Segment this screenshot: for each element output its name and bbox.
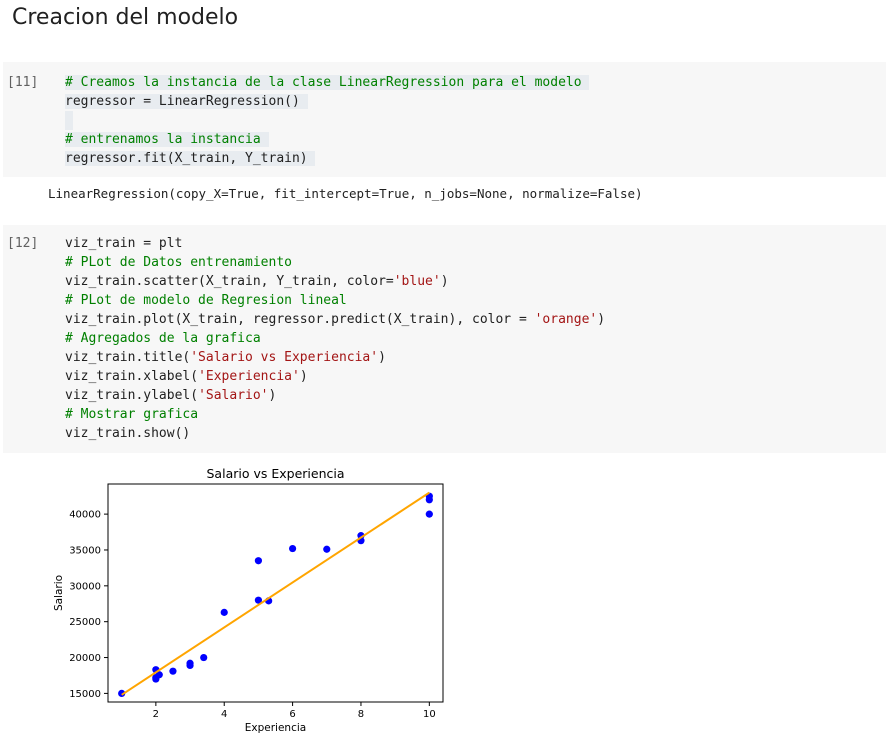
x-axis-label: Experiencia <box>245 722 306 734</box>
plot-output: Salario vs Experiencia 2 4 6 8 10 15000 20000 25… <box>50 462 450 742</box>
x-tick-label: 6 <box>289 709 295 720</box>
x-tick-label: 4 <box>221 709 227 720</box>
code-line: regressor = LinearRegression() <box>65 94 308 109</box>
cell-output: LinearRegression(copy_X=True, fit_interc… <box>48 186 643 201</box>
code-line: # PLot de modelo de Regresion lineal <box>65 293 347 308</box>
data-point <box>425 510 433 518</box>
data-point <box>186 661 194 670</box>
code-line: regressor.fit(X_train, Y_train) <box>65 151 316 166</box>
code-line: viz_train.ylabel('Salario') <box>65 388 277 403</box>
data-point <box>254 557 263 565</box>
data-point <box>425 496 433 504</box>
data-point <box>155 671 163 679</box>
cell-code[interactable]: # Creamos la instancia de la clase Linea… <box>65 73 590 168</box>
code-cell-11[interactable]: [11] # Creamos la instancia de la clase … <box>3 62 886 177</box>
cell-code[interactable]: viz_train = plt # PLot de Datos entrenami… <box>65 234 605 443</box>
code-line: viz_train.xlabel('Experiencia') <box>65 369 308 384</box>
data-point <box>169 667 177 675</box>
y-tick-label: 25000 <box>69 617 101 628</box>
code-line: viz_train.scatter(X_train, Y_train, colo… <box>65 274 449 289</box>
chart-title: Salario vs Experiencia <box>207 466 345 481</box>
x-tick-label: 8 <box>358 709 364 720</box>
code-line: # entrenamos la instancia <box>65 132 269 147</box>
data-point <box>220 608 228 616</box>
code-line: # Mostrar grafica <box>65 407 199 422</box>
x-tick-label: 10 <box>423 709 436 720</box>
code-line: # PLot de Datos entrenamiento <box>65 255 292 270</box>
section-title: Creacion del modelo <box>12 5 239 30</box>
data-point <box>118 689 126 697</box>
code-line: viz_train.show() <box>65 426 191 441</box>
y-tick-label: 40000 <box>69 510 101 521</box>
code-line: viz_train.title('Salario vs Experiencia'… <box>65 350 386 365</box>
y-axis-label: Salario <box>53 575 65 611</box>
code-cell-12[interactable]: [12] viz_train = plt # PLot de Datos entr… <box>3 225 886 453</box>
y-tick-label: 20000 <box>69 653 101 664</box>
y-tick-label: 30000 <box>69 581 101 592</box>
regression-line <box>121 491 430 696</box>
cell-prompt: [11] <box>7 75 39 90</box>
data-point <box>323 545 331 553</box>
data-point <box>288 544 297 553</box>
x-tick-label: 2 <box>153 709 159 720</box>
code-line: # Agregados de la grafica <box>65 331 261 346</box>
y-tick-label: 35000 <box>69 545 101 556</box>
data-point <box>254 596 263 604</box>
code-line <box>65 111 589 130</box>
data-point <box>200 653 208 662</box>
code-line: viz_train.plot(X_train, regressor.predic… <box>65 312 606 327</box>
cell-prompt: [12] <box>7 236 39 251</box>
code-line: # Creamos la instancia de la clase Linea… <box>65 75 590 90</box>
code-line: viz_train = plt <box>65 236 183 251</box>
y-tick-label: 15000 <box>69 689 101 700</box>
scatter-chart: Salario vs Experiencia 2 4 6 8 10 15000 20000 25… <box>53 466 444 734</box>
